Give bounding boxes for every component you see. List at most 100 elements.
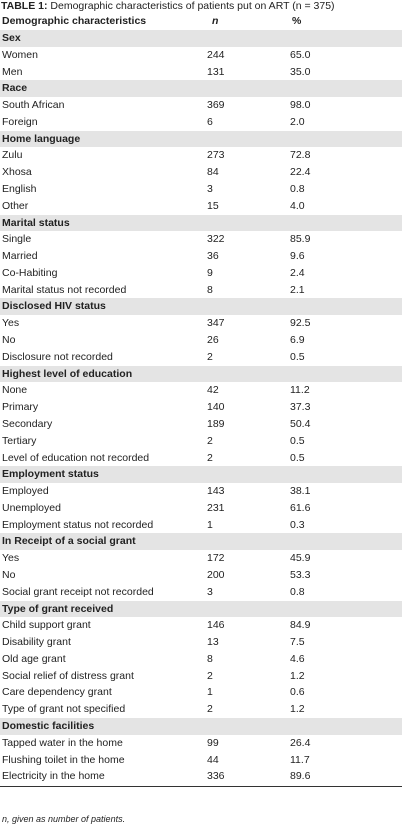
data-row: Type of grant not specified 2 1.2 [0,701,402,718]
row-label: Married [2,250,38,263]
percent-cell: 45.9 [290,552,311,565]
count-cell: 3 [207,183,213,196]
percent-cell: 0.3 [290,518,305,531]
percent-cell: 72.8 [290,149,311,162]
section-title: Highest level of education [2,367,133,380]
bottom-rule [0,786,402,788]
percent-cell: 9.6 [290,250,305,263]
count-cell: 6 [207,115,213,128]
percent-cell: 11.2 [290,384,310,397]
data-row: Old age grant 8 4.6 [0,651,402,668]
count-cell: 336 [207,770,225,783]
section-row: Domestic facilities [0,717,402,735]
count-cell: 1 [207,686,213,699]
row-label: Yes [2,552,20,565]
percent-cell: 11.7 [290,753,310,766]
section-row: Home language [0,130,402,148]
data-row: Yes 172 45.9 [0,550,402,567]
data-row: Disclosure not recorded 2 0.5 [0,349,402,366]
data-row: Child support grant 146 84.9 [0,617,402,634]
percent-cell: 37.3 [290,401,311,414]
count-cell: 26 [207,334,219,347]
row-label: Co-Habiting [2,266,58,279]
section-title: Race [2,82,28,95]
data-row: Care dependency grant 1 0.6 [0,684,402,701]
section-row: Type of grant received [0,600,402,618]
row-label: Men [2,65,23,78]
count-cell: 44 [207,753,219,766]
data-row: No 26 6.9 [0,332,402,349]
section-title: Employment status [2,468,99,481]
row-label: Disability grant [2,636,71,649]
data-row: English 3 0.8 [0,181,402,198]
row-label: Primary [2,401,39,414]
percent-cell: 7.5 [290,636,305,649]
percent-cell: 50.4 [290,417,311,430]
percent-cell: 98.0 [290,99,311,112]
table-label: TABLE 1: [1,0,48,12]
percent-cell: 53.3 [290,568,311,581]
row-label: Employment status not recorded [2,518,154,531]
row-label: Level of education not recorded [2,451,150,464]
section-title: Home language [2,132,81,145]
row-label: Old age grant [2,652,66,665]
count-cell: 131 [207,65,225,78]
data-row: Primary 140 37.3 [0,399,402,416]
data-row: Tertiary 2 0.5 [0,433,402,450]
percent-cell: 61.6 [290,501,311,514]
section-title: Domestic facilities [2,719,95,732]
row-label: Yes [2,317,20,330]
count-cell: 273 [207,149,225,162]
row-label: Unemployed [2,501,61,514]
count-cell: 2 [207,434,213,447]
section-row: Marital status [0,214,402,232]
table-caption: Demographic characteristics of patients … [50,0,335,12]
percent-cell: 4.6 [290,652,305,665]
row-label: Child support grant [2,619,91,632]
count-cell: 172 [207,552,225,565]
section-title: Sex [2,32,21,44]
count-cell: 2 [207,350,213,363]
count-cell: 231 [207,501,225,514]
count-cell: 8 [207,283,213,296]
column-header: n [212,15,219,27]
row-label: Care dependency grant [2,686,112,699]
data-row: Foreign 6 2.0 [0,114,402,131]
header-row: Demographic characteristics n% [0,13,402,31]
section-title: Type of grant received [2,602,114,615]
data-row: Electricity in the home 336 89.6 [0,768,402,785]
row-label: Employed [2,485,49,498]
data-row: Married 36 9.6 [0,248,402,265]
data-row: Yes 347 92.5 [0,315,402,332]
row-label: None [2,384,28,397]
row-label: Tertiary [2,434,37,447]
row-label: English [2,183,37,196]
row-label: Flushing toilet in the home [2,753,125,766]
row-label: Social grant receipt not recorded [2,585,154,598]
percent-cell: 0.8 [290,183,305,196]
row-label: No [2,568,16,581]
section-title: Marital status [2,216,70,229]
row-label: Single [2,233,32,246]
count-cell: 189 [207,417,225,430]
percent-cell: 65.0 [290,48,311,61]
section-row: Sex [0,30,402,47]
data-row: Disability grant 13 7.5 [0,634,402,651]
percent-cell: 38.1 [290,485,311,498]
data-row: Secondary 189 50.4 [0,416,402,433]
count-cell: 347 [207,317,225,330]
percent-cell: 4.0 [290,199,305,212]
count-cell: 200 [207,568,225,581]
data-row: Women 244 65.0 [0,47,402,64]
percent-cell: 85.9 [290,233,311,246]
percent-cell: 22.4 [290,166,311,179]
count-cell: 143 [207,485,225,498]
section-row: Employment status [0,466,402,484]
data-row: Flushing toilet in the home 44 11.7 [0,752,402,769]
percent-cell: 92.5 [290,317,311,330]
count-cell: 244 [207,48,225,61]
count-cell: 13 [207,636,219,649]
section-title: Disclosed HIV status [2,300,106,313]
data-row: Social relief of distress grant 2 1.2 [0,668,402,685]
